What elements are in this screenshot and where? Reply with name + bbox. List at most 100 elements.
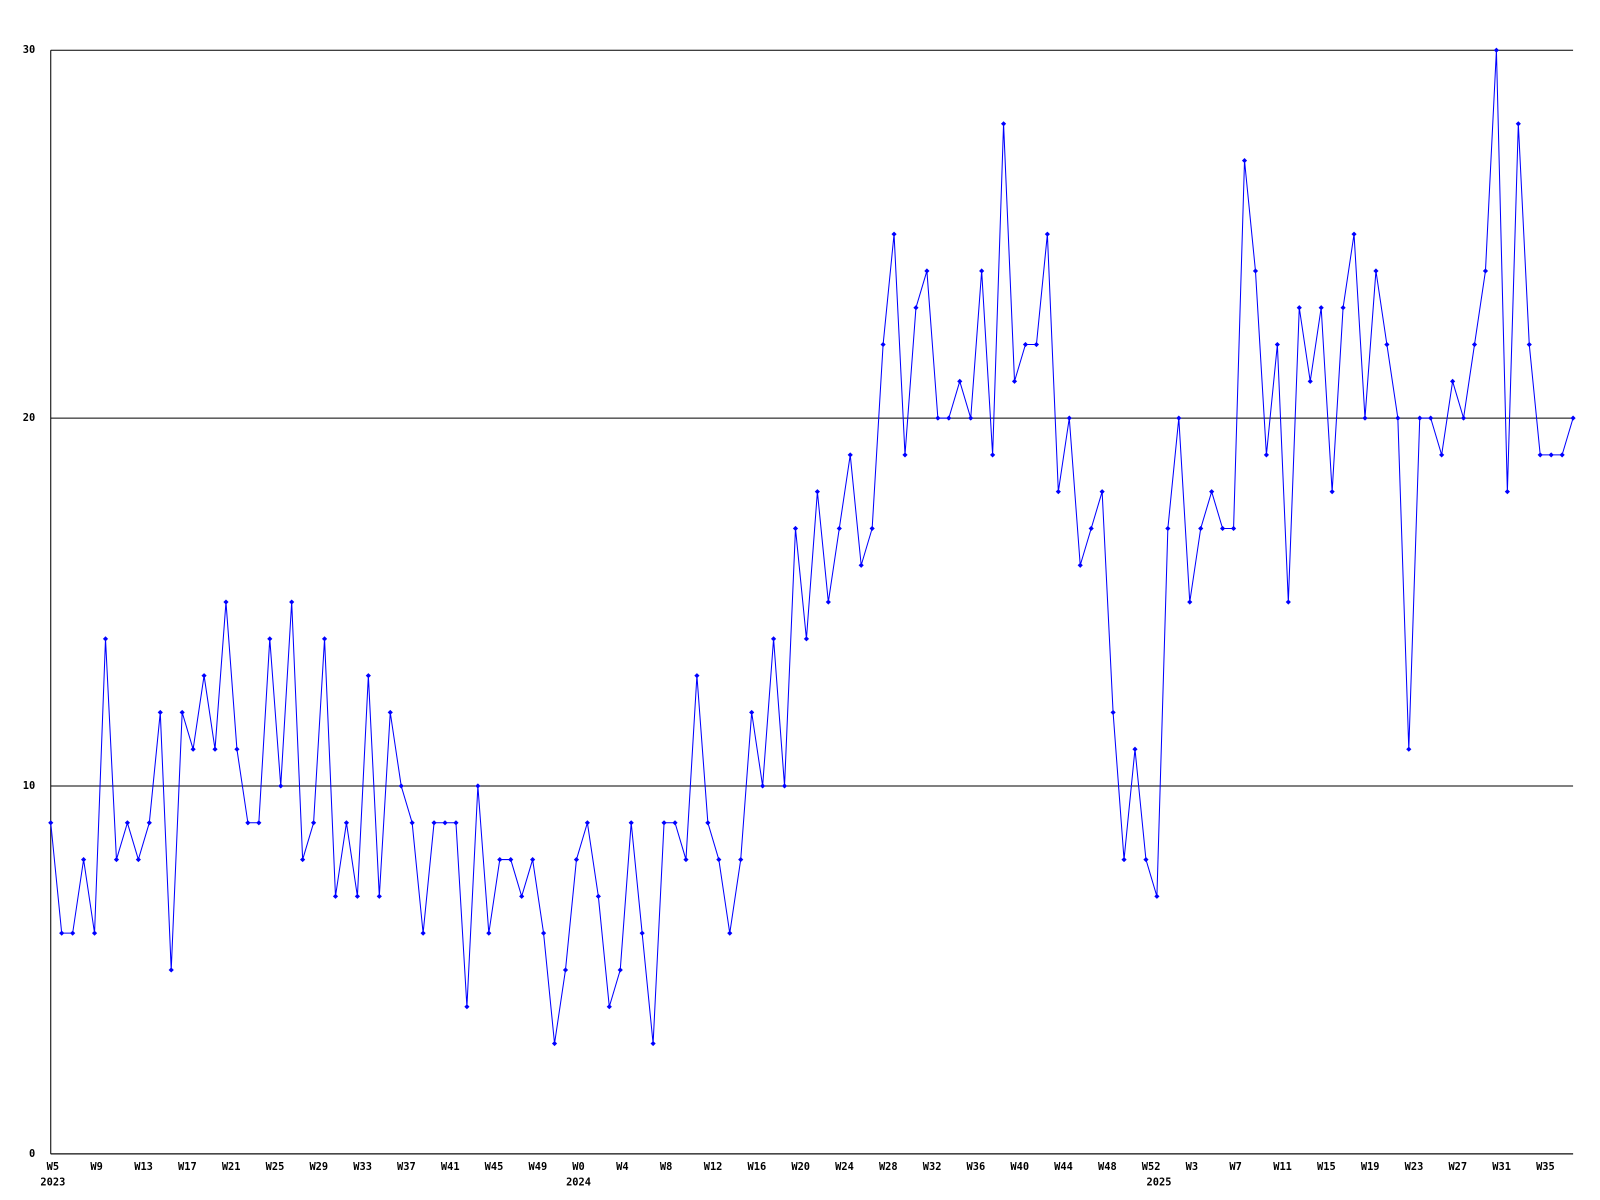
data-point — [1450, 378, 1456, 384]
data-point — [540, 930, 547, 936]
data-point — [179, 709, 185, 715]
x-tick-label: W4 — [616, 1161, 628, 1173]
data-point — [968, 415, 974, 421]
x-tick-label: W11 — [1273, 1161, 1292, 1173]
x-tick-label: W5 — [47, 1161, 59, 1173]
data-point — [1351, 231, 1357, 237]
x-tick-label: W29 — [309, 1161, 328, 1173]
data-point — [683, 857, 689, 863]
x-tick-label: W19 — [1361, 1161, 1380, 1173]
data-point — [584, 820, 590, 826]
data-point — [321, 636, 328, 642]
data-point — [705, 820, 711, 826]
data-point — [1165, 525, 1171, 532]
data-point — [716, 857, 722, 863]
data-point — [1362, 415, 1368, 421]
data-point — [1088, 525, 1094, 532]
data-point — [1220, 525, 1226, 532]
data-point — [311, 820, 317, 826]
data-point — [1548, 452, 1554, 458]
data-point — [1263, 452, 1270, 458]
data-point — [869, 525, 875, 532]
data-point — [409, 820, 415, 826]
data-point — [1110, 709, 1116, 715]
data-point — [70, 930, 76, 936]
data-point — [803, 636, 810, 642]
x-tick-label: W7 — [1229, 1161, 1241, 1173]
x-tick-label: W3 — [1186, 1161, 1198, 1173]
data-point — [519, 893, 525, 899]
x-tick-label: W15 — [1317, 1161, 1336, 1173]
data-point — [1428, 415, 1434, 421]
data-point — [792, 525, 799, 532]
data-point — [1044, 231, 1050, 237]
data-point — [661, 820, 667, 826]
data-point — [354, 893, 360, 899]
y-tick-label: 20 — [23, 412, 35, 424]
data-point — [770, 636, 777, 642]
data-point — [639, 930, 645, 936]
data-point — [1526, 341, 1532, 348]
data-point — [1570, 415, 1576, 421]
x-tick-label: W0 — [572, 1161, 584, 1173]
data-point — [957, 378, 963, 384]
data-point — [1537, 452, 1543, 458]
data-point — [990, 452, 996, 458]
x-tick-label: W12 — [704, 1161, 723, 1173]
x-year-label: 2025 — [1147, 1177, 1172, 1189]
data-line — [50, 50, 1574, 1044]
data-point — [836, 525, 842, 532]
x-tick-label: W40 — [1010, 1161, 1029, 1173]
data-point — [278, 783, 284, 789]
data-point — [497, 857, 503, 863]
x-tick-label: W20 — [791, 1161, 810, 1173]
data-point — [606, 1004, 612, 1010]
data-point — [201, 673, 207, 679]
data-point — [343, 820, 350, 826]
data-point — [1121, 857, 1127, 863]
data-point — [891, 231, 897, 237]
data-point — [398, 783, 404, 789]
data-point — [289, 599, 295, 605]
data-point — [376, 893, 382, 899]
data-point — [1241, 158, 1248, 164]
x-tick-label: W48 — [1098, 1161, 1117, 1173]
data-point — [48, 820, 54, 826]
x-tick-label: W28 — [879, 1161, 898, 1173]
data-point — [1230, 525, 1237, 532]
data-point — [1066, 415, 1072, 421]
x-tick-label: W32 — [923, 1161, 942, 1173]
data-point — [880, 341, 886, 348]
data-point — [1417, 415, 1423, 421]
data-point — [300, 857, 306, 863]
data-point — [1143, 857, 1149, 863]
x-tick-label: W13 — [134, 1161, 153, 1173]
data-point — [442, 820, 448, 826]
data-point — [672, 820, 678, 826]
data-point — [562, 967, 569, 973]
data-point — [212, 746, 218, 752]
x-tick-label: W45 — [485, 1161, 504, 1173]
data-point — [628, 820, 634, 826]
x-tick-label: W41 — [441, 1161, 460, 1173]
x-tick-label: W16 — [748, 1161, 767, 1173]
data-point — [1099, 489, 1105, 495]
data-point — [595, 893, 601, 899]
x-tick-label: W9 — [90, 1161, 102, 1173]
x-tick-label: W37 — [397, 1161, 416, 1173]
x-tick-label: W17 — [178, 1161, 197, 1173]
data-point — [858, 562, 864, 568]
x-tick-label: W31 — [1492, 1161, 1511, 1173]
data-point — [1285, 599, 1291, 605]
data-point — [946, 415, 952, 421]
x-tick-label: W23 — [1405, 1161, 1424, 1173]
data-point — [1307, 378, 1313, 384]
data-point — [1033, 341, 1040, 348]
data-point — [1022, 341, 1029, 348]
y-tick-label: 0 — [29, 1148, 35, 1160]
data-point — [738, 857, 744, 863]
x-tick-label: W36 — [967, 1161, 986, 1173]
x-year-label: 2023 — [40, 1177, 65, 1189]
